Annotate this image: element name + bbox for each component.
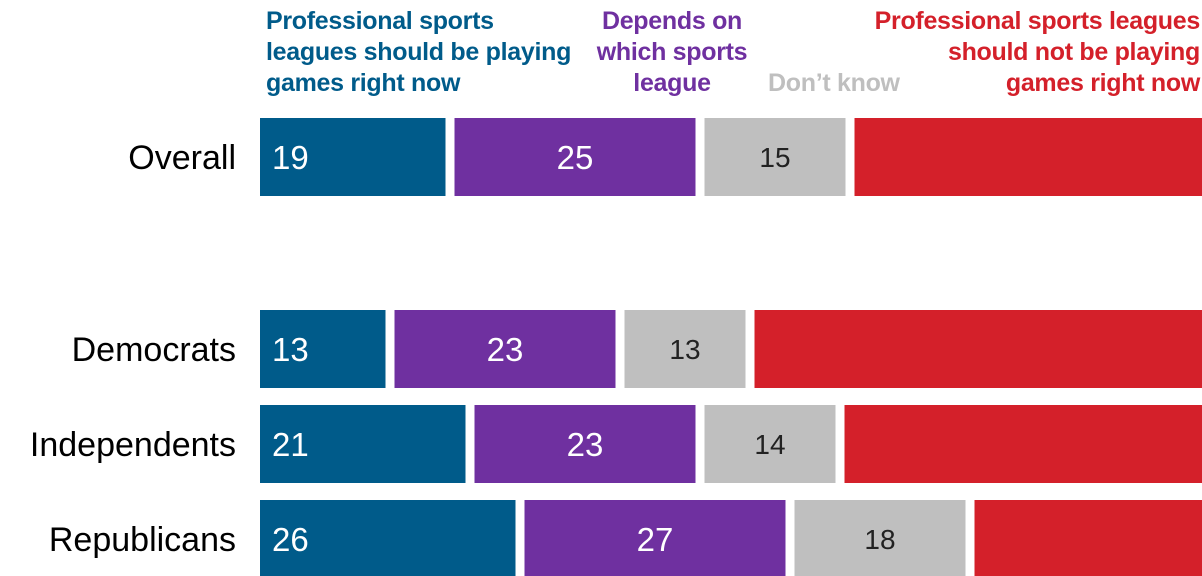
row-label-democrats: Democrats [72,331,236,369]
bar-overall-series-4 [854,118,1202,196]
value-label-republicans-series-1: 26 [272,521,309,558]
value-label-overall-series-1: 19 [272,139,309,176]
header-should-not-play: Professional sports leagues should not b… [874,7,1201,97]
header-dont-know: Don’t know [768,69,900,97]
value-label-democrats-series-2: 23 [487,331,524,368]
value-label-independents-series-3: 14 [754,429,785,460]
bar-democrats-series-2 [394,310,616,388]
header-depends: Depends on which sports league [596,7,748,97]
bar-overall-series-1 [260,118,446,196]
header-should-play: Professional sports leagues should be pl… [266,7,572,97]
row-label-republicans: Republicans [49,521,236,559]
value-label-overall-series-3: 15 [759,142,790,173]
bar-democrats-series-1 [260,310,386,388]
bar-overall-series-2 [454,118,696,196]
value-label-independents-series-2: 23 [567,426,604,463]
value-label-republicans-series-2: 27 [637,521,674,558]
bar-independents-series-1 [260,405,466,483]
value-label-republicans-series-3: 18 [864,524,895,555]
value-label-overall-series-2: 25 [557,139,594,176]
bar-overall-series-3 [704,118,846,196]
bar-democrats-series-4 [754,310,1202,388]
bar-independents-series-2 [474,405,696,483]
bar-republicans-series-1 [260,500,516,576]
value-label-democrats-series-3: 13 [669,334,700,365]
bar-republicans-series-3 [794,500,966,576]
bar-republicans-series-2 [524,500,786,576]
bar-republicans-series-4 [974,500,1202,576]
value-label-independents-series-1: 21 [272,426,309,463]
bar-independents-series-4 [844,405,1202,483]
row-label-independents: Independents [30,426,236,464]
row-label-overall: Overall [128,139,236,177]
bar-democrats-series-3 [624,310,746,388]
value-label-democrats-series-1: 13 [272,331,309,368]
bar-independents-series-3 [704,405,836,483]
